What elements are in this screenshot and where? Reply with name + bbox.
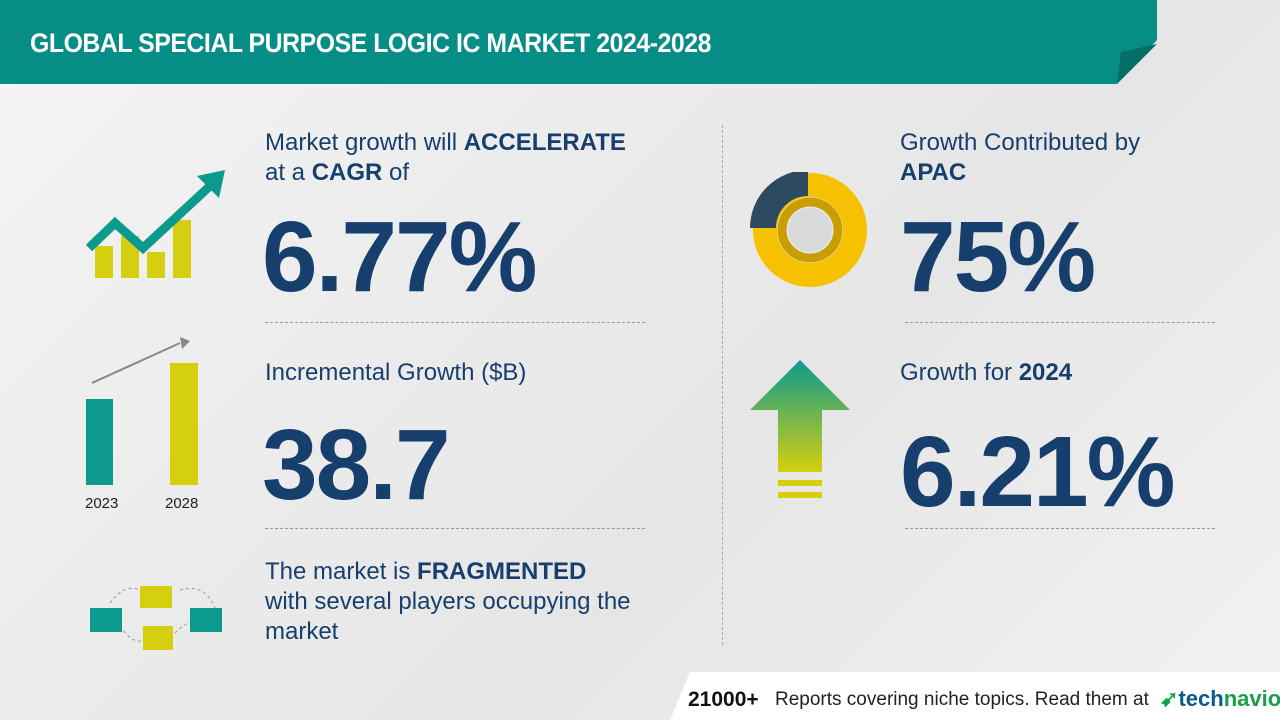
bar-comparison-icon [86,337,198,485]
technavio-logo[interactable]: ➹technavio [1160,686,1280,711]
report-count: 21000+ [688,688,759,711]
yoy-label: Growth for 2024 [900,359,1073,386]
header-banner [0,0,1157,84]
region-label: Growth Contributed by APAC [900,129,1141,186]
cagr-label: Market growth will ACCELERATE at a CAGR o… [265,129,626,186]
donut-chart-icon [750,172,867,287]
cagr-value: 6.77% [262,201,538,313]
vertical-divider [722,125,723,645]
divider [265,528,645,529]
page-title: GLOBAL SPECIAL PURPOSE LOGIC IC MARKET 2… [30,28,711,58]
yoy-value: 6.21% [900,416,1176,528]
growth-chart-icon [85,170,225,278]
region-value: 75% [900,201,1096,313]
divider [905,528,1215,529]
footer-bar [670,672,1280,720]
year-label: 2028 [165,495,199,512]
incremental-value: 38.7 [262,409,451,521]
fragmented-text: The market is FRAGMENTED with several pla… [265,558,631,645]
year-label: 2023 [85,495,119,512]
incremental-label: Incremental Growth ($B) [265,359,527,386]
buildings-network-icon [90,586,222,650]
footer-text: Reports covering niche topics. Read them… [775,689,1149,710]
up-arrow-icon [750,360,850,498]
divider [265,322,645,323]
divider [905,322,1215,323]
